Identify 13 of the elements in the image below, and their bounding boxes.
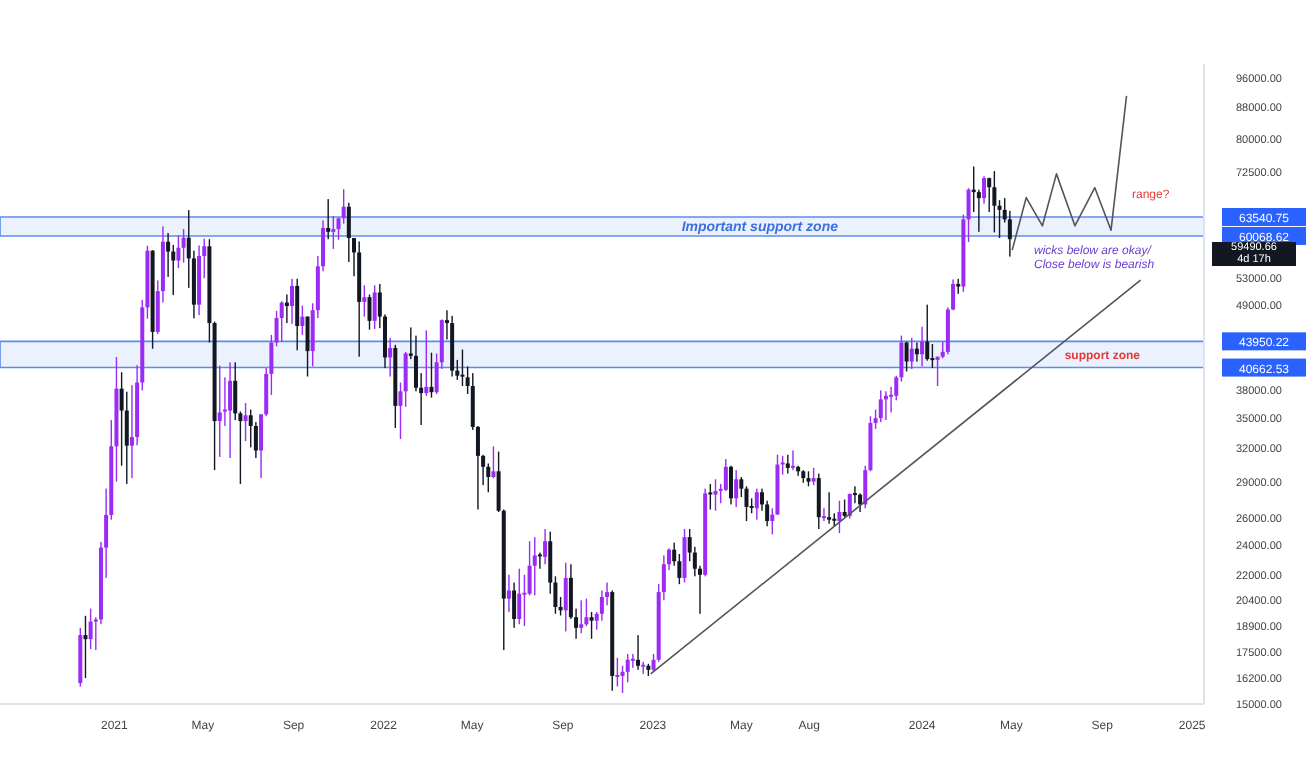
candlestick <box>790 450 795 471</box>
candlestick <box>506 574 511 613</box>
candlestick <box>821 508 826 522</box>
candlestick <box>920 326 925 367</box>
candlestick <box>827 492 832 524</box>
candlestick <box>326 199 331 240</box>
candlestick <box>388 337 393 377</box>
candlestick <box>228 362 233 459</box>
candlestick <box>537 552 542 569</box>
candlestick <box>914 342 919 362</box>
candlestick <box>852 486 857 504</box>
candlestick <box>636 635 641 670</box>
candlestick <box>785 454 790 474</box>
